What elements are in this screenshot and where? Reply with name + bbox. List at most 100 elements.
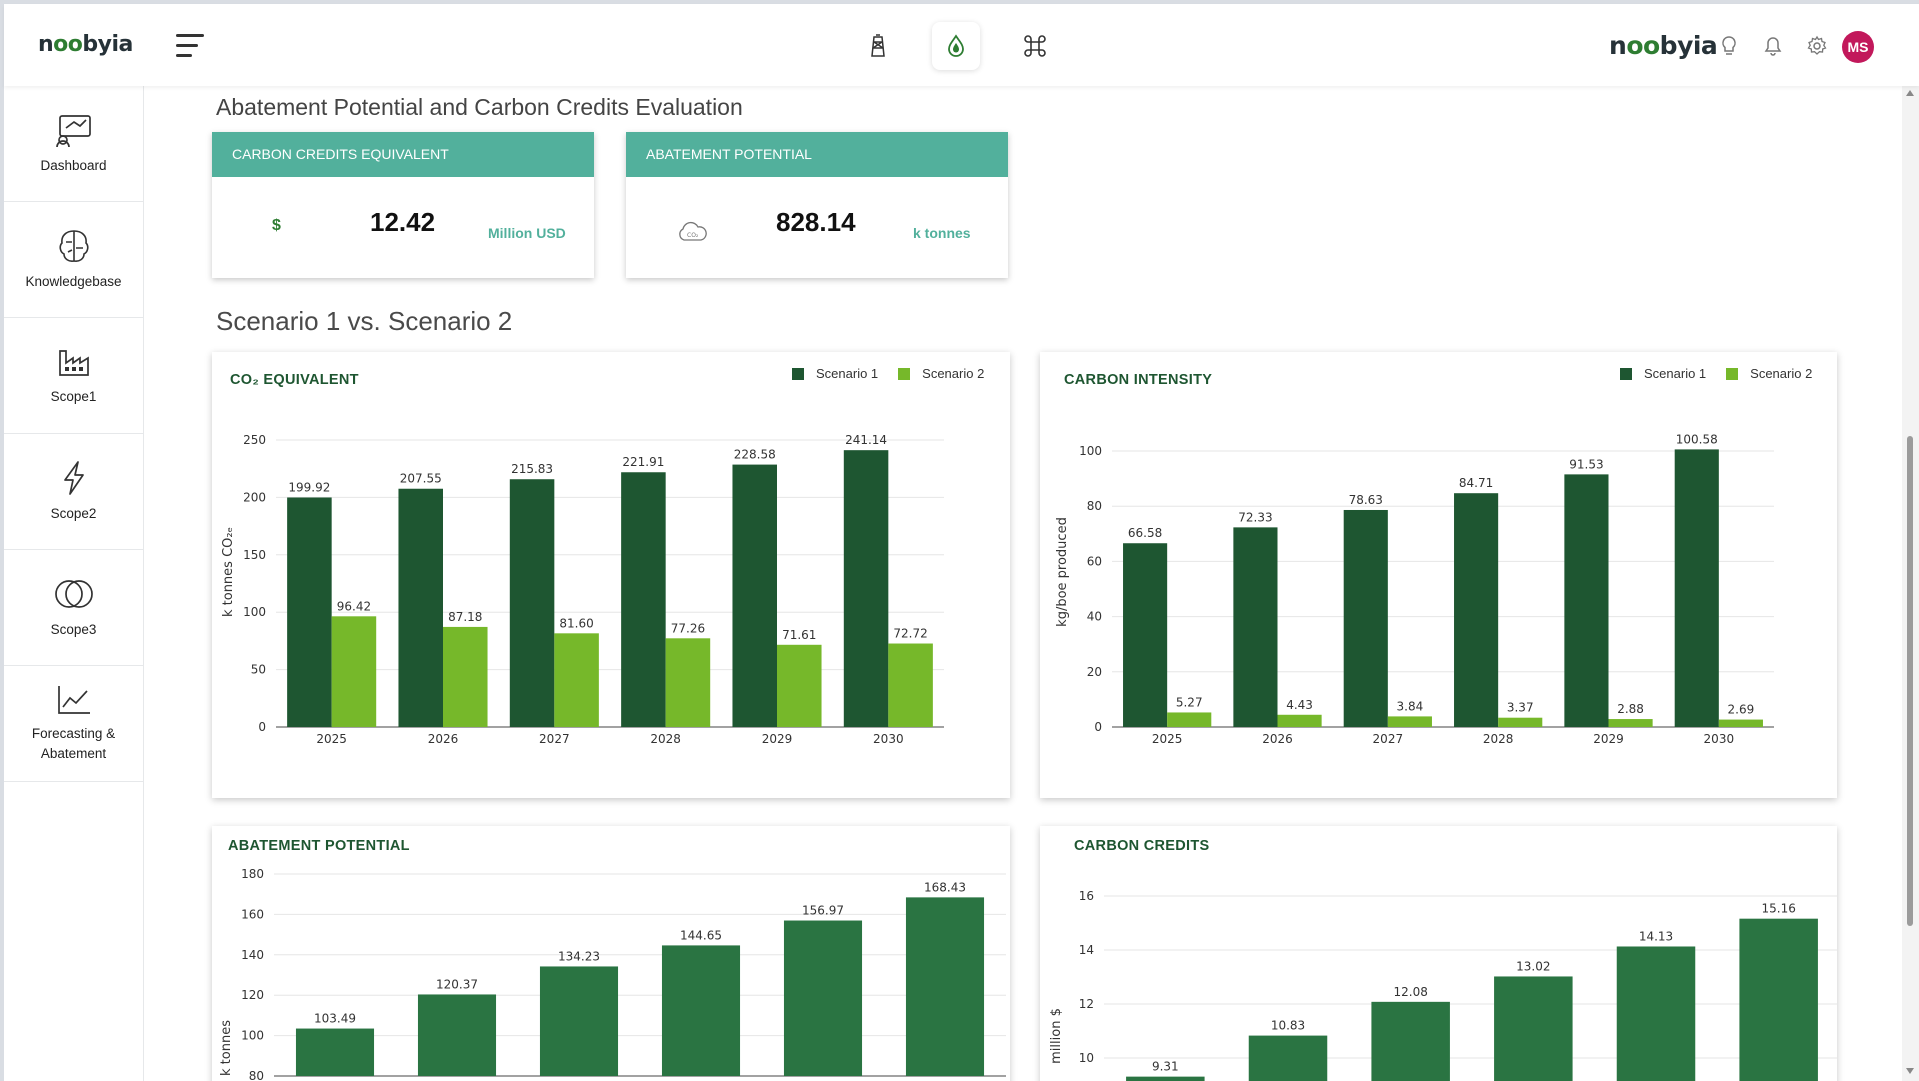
water-drop-icon <box>948 34 964 57</box>
x-tick-label: 2026 <box>1262 732 1293 746</box>
brain-icon <box>58 229 89 262</box>
data-label: 9.31 <box>1152 1060 1179 1074</box>
chart-bar <box>539 966 619 1076</box>
data-label: 13.02 <box>1516 959 1550 973</box>
chart-bar <box>1616 946 1696 1081</box>
data-label: 100.58 <box>1676 432 1718 446</box>
menu-toggle-button[interactable] <box>176 34 206 58</box>
logo-text-end: byia <box>82 32 133 57</box>
chart-bar <box>1494 976 1573 1081</box>
data-label: 2.69 <box>1728 703 1755 717</box>
lightbulb-button[interactable] <box>1715 32 1743 60</box>
chart-bar <box>1277 714 1322 727</box>
y-tick-label: 80 <box>249 1069 264 1081</box>
kpi-header: CARBON CREDITS EQUIVALENT <box>212 132 594 177</box>
chart-bar <box>1167 712 1212 727</box>
legend-item-scenario2[interactable]: Scenario 2 <box>898 366 984 381</box>
sidebar-item-scope3[interactable]: Scope3 <box>4 550 143 666</box>
chart-bar <box>1608 719 1653 727</box>
chart-bar <box>783 920 863 1076</box>
y-tick-label: 16 <box>1079 889 1094 903</box>
settings-button[interactable] <box>1803 32 1831 60</box>
chart-bar <box>287 497 332 727</box>
chart-legend[interactable]: Scenario 1 Scenario 2 <box>792 366 1004 381</box>
logo[interactable]: noobyia <box>38 32 133 57</box>
data-label: 228.58 <box>734 448 776 462</box>
chart-bar <box>1718 719 1763 727</box>
y-tick-label: 200 <box>243 490 266 504</box>
y-tick-label: 100 <box>243 605 266 619</box>
nav-water-drop-button[interactable] <box>932 22 980 70</box>
y-tick-label: 0 <box>258 720 266 734</box>
x-tick-label: 2030 <box>1704 732 1735 746</box>
scrollbar[interactable] <box>1902 86 1919 1081</box>
lightning-icon <box>63 460 84 495</box>
circles-icon <box>54 579 93 608</box>
data-label: 66.58 <box>1128 526 1162 540</box>
kpi-body: CO₂ 828.14 k tonnes <box>626 177 1008 278</box>
chart-legend[interactable]: Scenario 1 Scenario 2 <box>1620 366 1832 381</box>
y-tick-label: 12 <box>1079 997 1094 1011</box>
nav-oil-rig-button[interactable] <box>854 22 902 70</box>
sidebar-item-scope1[interactable]: Scope1 <box>4 318 143 434</box>
data-label: 156.97 <box>802 904 844 918</box>
notifications-button[interactable] <box>1759 32 1787 60</box>
data-label: 12.08 <box>1393 985 1427 999</box>
kpi-unit: k tonnes <box>913 225 971 241</box>
y-tick-label: 50 <box>251 663 266 677</box>
chart-bar <box>665 638 711 727</box>
data-label: 5.27 <box>1176 695 1203 709</box>
y-tick-label: 80 <box>1087 499 1102 513</box>
scroll-up-arrow[interactable] <box>1906 90 1914 96</box>
legend-swatch <box>898 367 911 380</box>
chart-bar <box>295 1028 375 1076</box>
sidebar-label-line2: Abatement <box>40 745 107 761</box>
chart-bar <box>777 644 822 727</box>
co2-cloud-icon: CO₂ <box>679 221 707 241</box>
x-tick-label: 2029 <box>1593 732 1624 746</box>
chart-bar <box>417 994 497 1076</box>
chart-bar <box>1126 1076 1205 1081</box>
data-label: 2.88 <box>1617 702 1644 716</box>
x-tick-label: 2027 <box>1373 732 1404 746</box>
chart-bar <box>621 472 666 727</box>
sidebar-item-dashboard[interactable]: Dashboard <box>4 86 143 202</box>
logo-right[interactable]: noobyia <box>1609 31 1718 60</box>
chart-title: CARBON INTENSITY <box>1064 372 1213 388</box>
data-label: 221.91 <box>622 455 664 469</box>
scroll-down-arrow[interactable] <box>1906 1068 1914 1074</box>
legend-item-scenario1[interactable]: Scenario 1 <box>1620 366 1706 381</box>
y-tick-label: 10 <box>1079 1051 1094 1065</box>
data-label: 72.72 <box>893 627 927 641</box>
avatar[interactable]: MS <box>1842 31 1874 63</box>
sidebar-item-knowledgebase[interactable]: Knowledgebase <box>4 202 143 318</box>
y-tick-label: 60 <box>1087 554 1102 568</box>
kpi-header: ABATEMENT POTENTIAL <box>626 132 1008 177</box>
nav-command-button[interactable] <box>1011 22 1059 70</box>
data-label: 72.33 <box>1238 510 1272 524</box>
legend-item-scenario1[interactable]: Scenario 1 <box>792 366 878 381</box>
legend-item-scenario2[interactable]: Scenario 2 <box>1726 366 1812 381</box>
data-label: 10.83 <box>1271 1019 1305 1033</box>
legend-swatch <box>1620 367 1632 380</box>
data-label: 215.83 <box>511 462 553 476</box>
sidebar-item-label: Scope2 <box>50 505 97 521</box>
chart-card-abatement: ABATEMENT POTENTIAL 80 100 120 140 160 180 k t… <box>212 826 1010 1081</box>
legend-label: Scenario 2 <box>1750 366 1813 381</box>
logo-text-start: n <box>38 32 54 57</box>
chart-card-co2: CO₂ EQUIVALENT Scenario 1 Scenario 2 0 50… <box>212 352 1010 798</box>
y-tick-label: 120 <box>241 988 264 1002</box>
data-label: 241.14 <box>845 433 887 447</box>
hamburger-line <box>176 34 204 37</box>
logo-text-start: n <box>1609 31 1627 60</box>
scrollbar-thumb[interactable] <box>1907 436 1913 926</box>
y-tick-label: 14 <box>1079 943 1094 957</box>
y-tick-label: 150 <box>243 548 266 562</box>
sidebar-item-forecasting[interactable]: Forecasting & Abatement <box>4 666 143 782</box>
co2-chart-svg: 0 50 100 150 200 250 k tonnes CO₂ₑ 199.92 96.42 2… <box>221 433 944 746</box>
oil-rig-icon <box>871 34 885 57</box>
sidebar-item-scope2[interactable]: Scope2 <box>4 434 143 550</box>
chart-bar <box>1371 1001 1450 1081</box>
y-tick-label: 100 <box>1079 444 1102 458</box>
sidebar-item-label: Knowledgebase <box>25 273 122 289</box>
